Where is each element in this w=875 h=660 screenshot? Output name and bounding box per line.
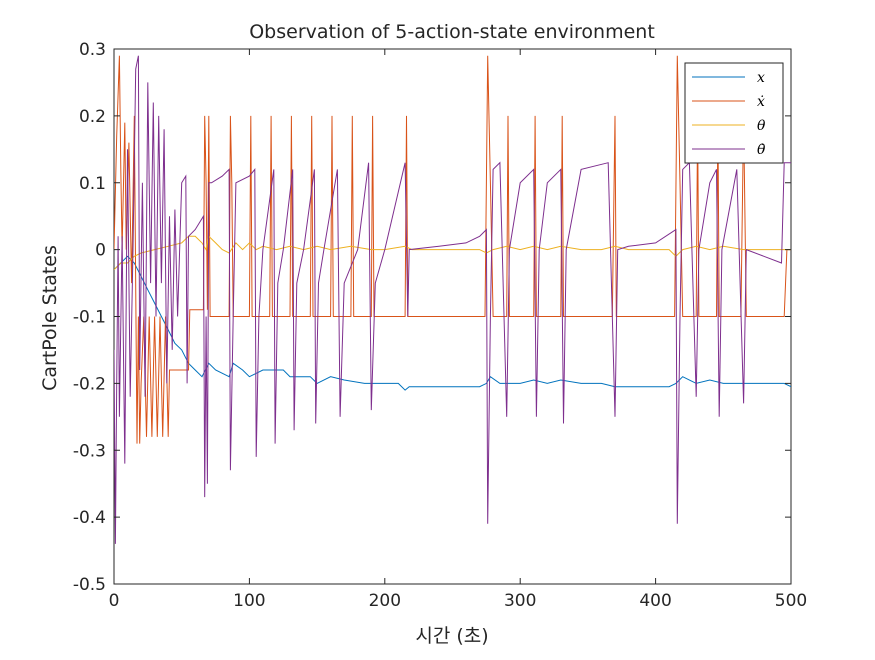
chart-title: Observation of 5-action-state environmen… xyxy=(249,21,655,43)
y-tick-label: -0.1 xyxy=(73,308,106,328)
y-tick-label: 0.3 xyxy=(79,40,106,60)
y-tick-label: -0.4 xyxy=(73,508,106,528)
legend-label-2: ẋ xyxy=(757,94,765,110)
x-tick-label: 500 xyxy=(775,591,807,611)
legend-label-3: θ xyxy=(757,118,766,134)
x-tick-label: 0 xyxy=(109,591,120,611)
y-tick-label: -0.5 xyxy=(73,575,106,595)
legend-label-1: x xyxy=(757,70,765,86)
x-tick-label: 300 xyxy=(504,591,536,611)
x-axis-label: 시간 (초) xyxy=(415,625,488,647)
y-tick-label: 0 xyxy=(95,241,106,261)
plot-area: 0 100 200 300 400 500 -0.5 -0.4 -0.3 -0.2 -0.1 0 0.1… xyxy=(73,40,807,611)
series-group xyxy=(114,55,791,544)
x-tick-label: 100 xyxy=(233,591,265,611)
series-line-2 xyxy=(114,55,791,444)
y-tick-label: -0.2 xyxy=(73,374,106,394)
legend-label-4: θ̇ xyxy=(757,142,766,158)
x-tick-label: 400 xyxy=(639,591,671,611)
y-axis-label: CartPole States xyxy=(39,245,61,391)
series-line-3 xyxy=(114,235,791,271)
y-tick-label: -0.3 xyxy=(73,441,106,461)
legend: xẋθ θ̇ xyxy=(684,62,784,164)
x-tick-label: 200 xyxy=(369,591,401,611)
y-tick-label: 0.1 xyxy=(79,174,106,194)
legend-box xyxy=(684,62,784,164)
series-line-4 xyxy=(114,55,791,544)
y-tick-label: 0.2 xyxy=(79,107,106,127)
